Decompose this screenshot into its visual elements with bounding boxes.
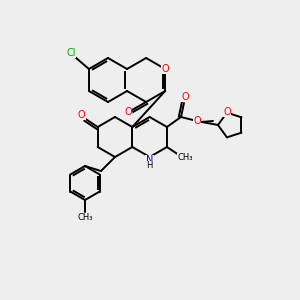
Text: H: H [146, 161, 153, 170]
Text: N: N [146, 155, 153, 165]
Text: O: O [223, 106, 231, 117]
Text: CH₃: CH₃ [177, 154, 193, 163]
Text: O: O [193, 116, 201, 126]
Text: O: O [124, 107, 132, 117]
Text: O: O [181, 92, 189, 102]
Text: O: O [78, 110, 85, 120]
Text: Cl: Cl [66, 48, 76, 58]
Text: CH₃: CH₃ [77, 214, 93, 223]
Text: O: O [161, 64, 169, 74]
